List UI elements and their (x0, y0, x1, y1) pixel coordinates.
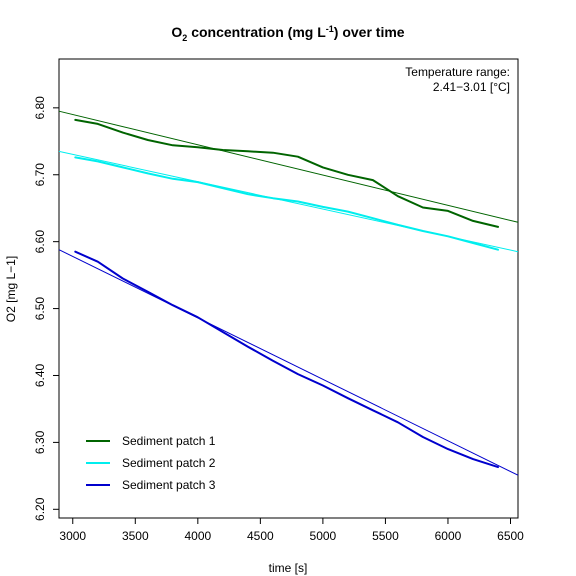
temperature-annotation-line1: Temperature range: (405, 65, 510, 79)
x-tick-label: 5500 (372, 529, 399, 543)
y-tick-label: 6.50 (33, 297, 47, 321)
chart-title-post: ) over time (334, 24, 405, 40)
legend-label-1: Sediment patch 1 (122, 434, 216, 448)
x-tick-label: 5000 (310, 529, 337, 543)
series-lines (74, 118, 499, 469)
chart-title-pre: O (171, 24, 182, 40)
y-axis: 6.20 6.30 6.40 6.50 6.60 6.70 6.80 (33, 96, 59, 521)
fit-line-1 (58, 110, 519, 223)
y-tick-label: 6.70 (33, 163, 47, 187)
y-axis-label: O2 [mg L−1] (4, 256, 18, 322)
series-line-3 (74, 250, 499, 469)
series-line-2 (74, 156, 499, 251)
x-tick-label: 6000 (435, 529, 462, 543)
fit-line-3 (58, 249, 519, 476)
plot-frame (58, 58, 519, 519)
x-tick-label: 3500 (122, 529, 149, 543)
chart-title-sub: 2 (182, 33, 187, 43)
y-tick-label: 6.40 (33, 363, 47, 387)
chart-title-mid: concentration (mg L (187, 24, 326, 40)
y-tick-label: 6.80 (33, 96, 47, 120)
x-tick-label: 4500 (247, 529, 274, 543)
legend-label-3: Sediment patch 3 (122, 478, 216, 492)
legend-label-2: Sediment patch 2 (122, 456, 216, 470)
x-axis-label: time [s] (269, 561, 308, 575)
x-tick-label: 4000 (184, 529, 211, 543)
x-axis: 3000 3500 4000 4500 5000 5500 6000 6500 (59, 518, 524, 543)
x-tick-label: 3000 (59, 529, 86, 543)
y-tick-label: 6.60 (33, 230, 47, 254)
y-tick-label: 6.20 (33, 497, 47, 521)
chart-title-sup: -1 (326, 24, 334, 34)
temperature-annotation-line2: 2.41−3.01 [°C] (433, 80, 510, 94)
series-line-1 (74, 118, 499, 228)
fit-lines (58, 110, 519, 476)
legend: Sediment patch 1 Sediment patch 2 Sediment… (86, 434, 216, 492)
chart-title: O2 concentration (mg L-1) over time (171, 24, 404, 43)
y-tick-label: 6.30 (33, 430, 47, 454)
x-tick-label: 6500 (497, 529, 524, 543)
